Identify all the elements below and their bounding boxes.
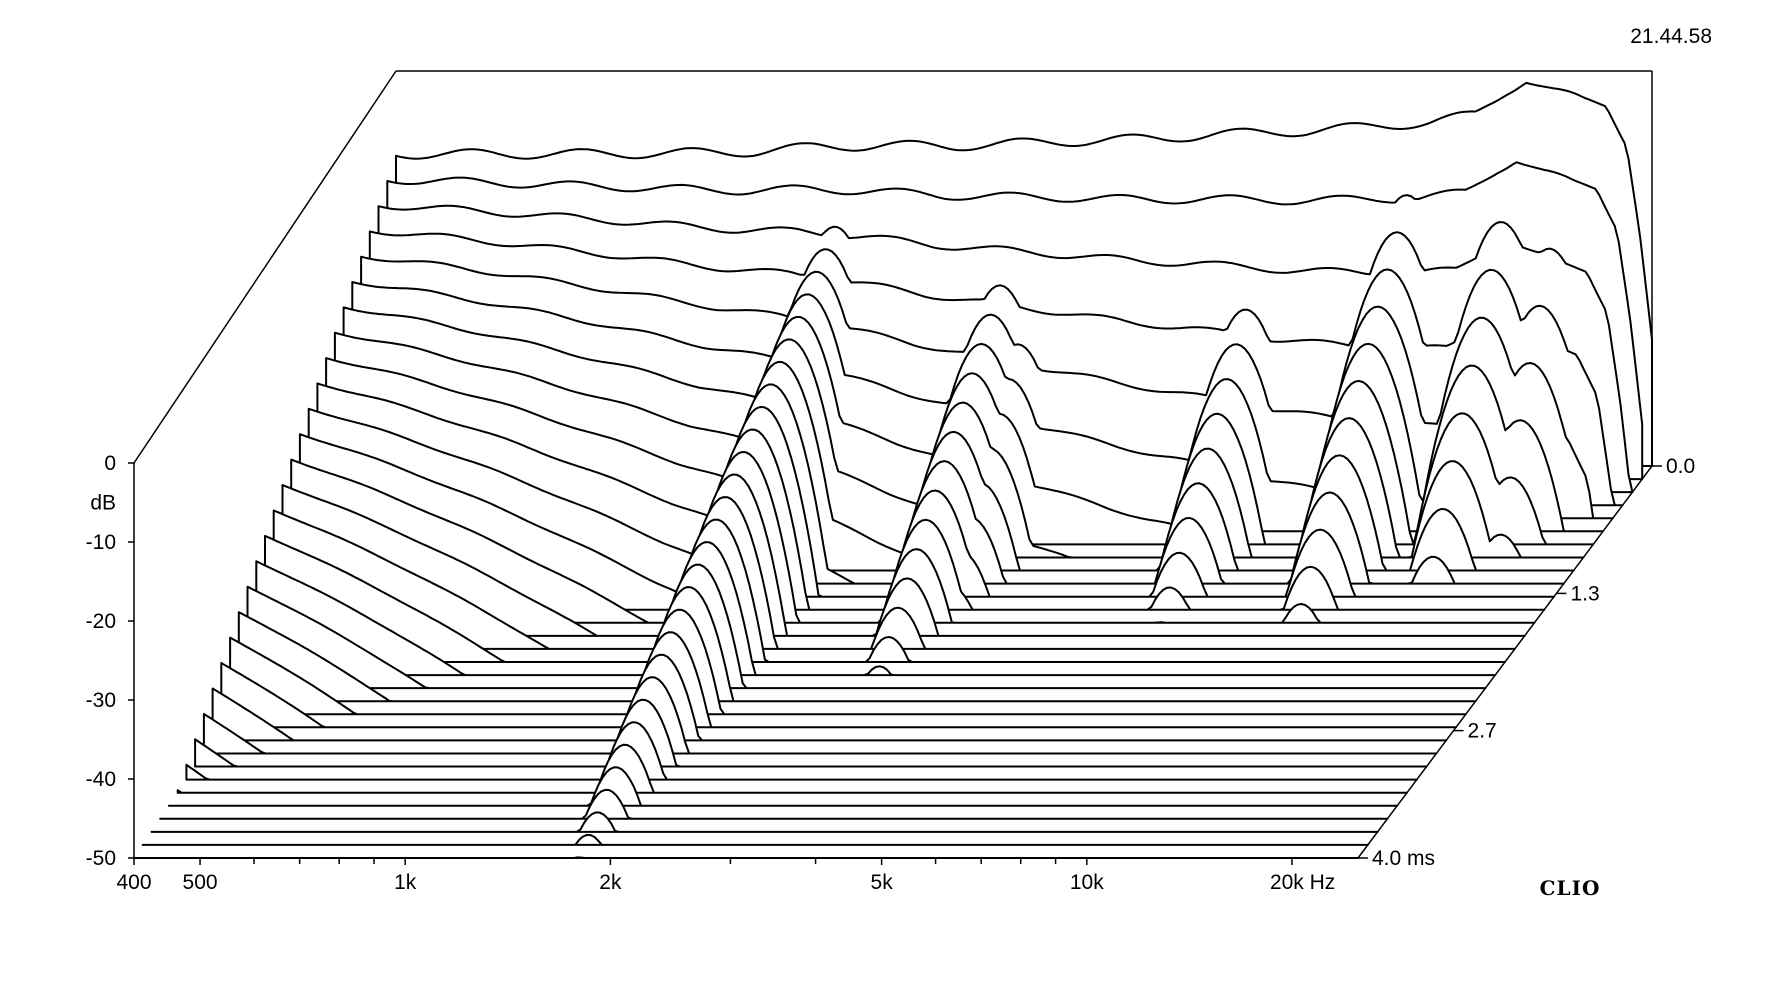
- z-tick-label: 2.7: [1468, 720, 1497, 743]
- x-tick-label: 2k: [599, 871, 622, 894]
- waterfall-slice-19: [229, 608, 1467, 716]
- axes: 0 -10 -20 -30 -40 -50 dB 400 500 1k 2k 5k 10k 20k Hz 0…: [86, 452, 1696, 894]
- waterfall-slice-23: [194, 698, 1428, 768]
- waterfall-slice-26: [167, 766, 1399, 807]
- z-tick-label: 0.0: [1666, 455, 1695, 478]
- x-tick-label: 10k: [1070, 871, 1104, 894]
- x-tick-label: 400: [116, 871, 151, 894]
- waterfall-slice-10: [307, 406, 1555, 598]
- z-tick-label: 4.0 ms: [1372, 847, 1435, 870]
- brand-label: CLIO: [1540, 876, 1601, 900]
- y-tick-label: -30: [86, 689, 116, 712]
- waterfall-slice-11: [298, 428, 1546, 611]
- x-tick-label: 5k: [871, 871, 894, 894]
- waterfall-slice-21: [211, 653, 1448, 742]
- waterfall-slice-27: [159, 788, 1389, 820]
- x-tick-label: 20k Hz: [1270, 871, 1335, 894]
- timestamp-label: 21.44.58: [1630, 25, 1712, 48]
- x-tick-label: 500: [183, 871, 218, 894]
- waterfall-slice-28: [150, 811, 1379, 833]
- waterfall-slice-24: [185, 721, 1418, 781]
- frame-right-diagonal: [1357, 465, 1653, 859]
- y-tick-label: -40: [86, 768, 116, 791]
- waterfall-slice-20: [220, 631, 1457, 729]
- waterfall-slice-25: [176, 743, 1408, 794]
- waterfall-slice-18: [237, 586, 1477, 703]
- waterfall-slices: [133, 81, 1653, 859]
- waterfall-slice-17: [246, 563, 1487, 690]
- waterfall-slice-22: [202, 676, 1438, 755]
- y-axis-label: dB: [90, 492, 116, 515]
- y-tick-label: 0: [104, 452, 116, 475]
- x-tick-label: 1k: [394, 871, 417, 894]
- z-tick-label: 1.3: [1570, 582, 1599, 605]
- y-tick-label: -50: [86, 847, 116, 870]
- waterfall-slice-29: [141, 833, 1369, 846]
- y-tick-label: -10: [86, 531, 116, 554]
- y-tick-label: -20: [86, 610, 116, 633]
- plot-frame: [133, 70, 1653, 859]
- frame-left-diagonal: [133, 70, 397, 464]
